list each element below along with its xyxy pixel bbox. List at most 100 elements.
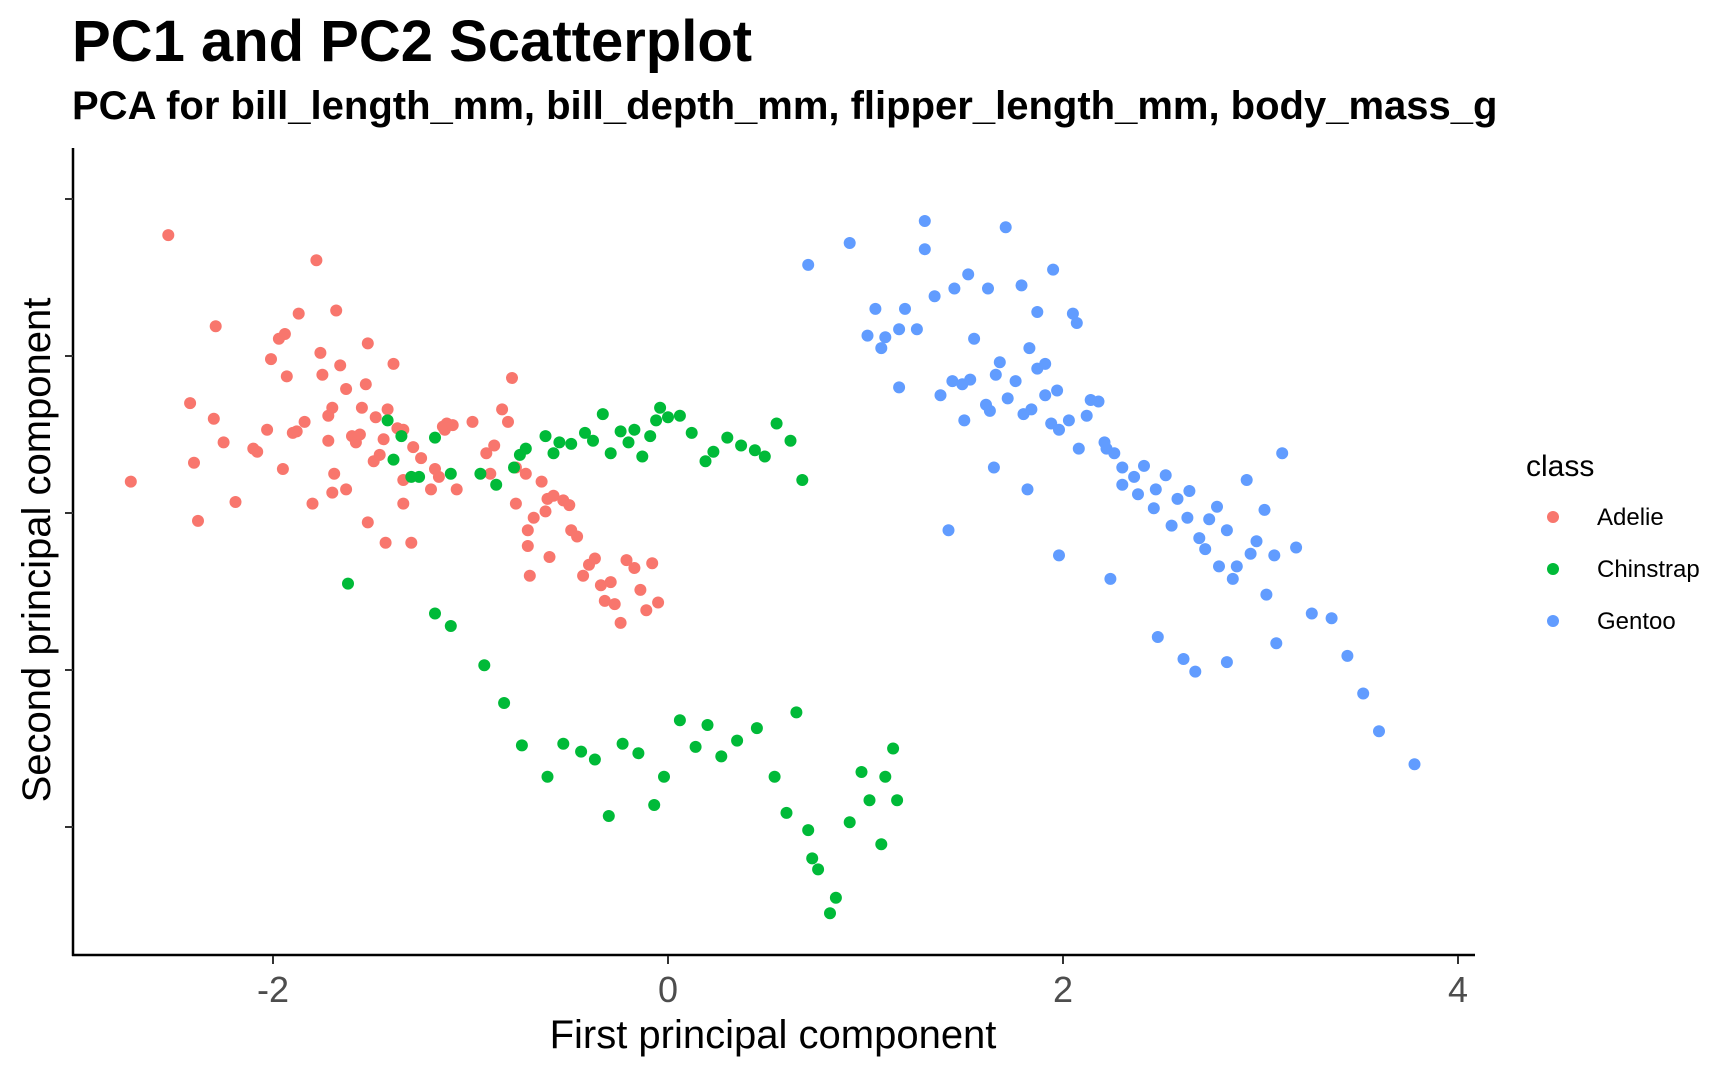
chart-subtitle: PCA for bill_length_mm, bill_depth_mm, f… (72, 84, 1498, 128)
point-adelie (192, 514, 204, 527)
point-chinstrap (596, 408, 609, 421)
point-gentoo (893, 323, 906, 336)
point-chinstrap (806, 852, 819, 865)
point-adelie (361, 516, 374, 529)
point-gentoo (1147, 502, 1160, 515)
points-layer (124, 215, 1421, 920)
point-gentoo (1138, 459, 1150, 472)
point-gentoo (1408, 758, 1421, 771)
point-gentoo (1053, 549, 1065, 562)
point-chinstrap (622, 436, 635, 449)
point-gentoo (1072, 442, 1085, 455)
point-adelie (387, 357, 400, 370)
point-chinstrap (689, 740, 702, 753)
point-adelie (488, 439, 501, 452)
point-adelie (527, 511, 540, 524)
point-gentoo (1189, 665, 1202, 678)
point-adelie (521, 540, 534, 552)
point-chinstrap (673, 714, 686, 727)
point-adelie (535, 475, 548, 488)
point-gentoo (1070, 317, 1083, 329)
point-gentoo (1357, 687, 1370, 700)
point-gentoo (899, 302, 911, 315)
point-adelie (432, 470, 445, 483)
point-chinstrap (758, 450, 771, 463)
point-adelie (425, 483, 437, 496)
point-gentoo (1149, 483, 1162, 496)
point-gentoo (1240, 474, 1253, 486)
point-adelie (604, 576, 617, 589)
point-adelie (361, 337, 374, 350)
point-adelie (217, 436, 230, 449)
point-adelie (306, 497, 319, 510)
point-adelie (280, 370, 293, 383)
point-gentoo (1128, 470, 1141, 483)
point-chinstrap (604, 447, 617, 460)
point-gentoo (958, 414, 971, 427)
point-gentoo (1211, 500, 1223, 513)
point-adelie (209, 320, 222, 333)
point-chinstrap (553, 436, 566, 449)
chart-title: PC1 and PC2 Scatterplot (72, 9, 753, 74)
legend-items: Adelie Chinstrap Gentoo (1547, 504, 1700, 635)
point-gentoo (1276, 447, 1289, 460)
point-gentoo (1325, 612, 1338, 625)
point-adelie (334, 359, 347, 372)
point-chinstrap (515, 739, 528, 752)
point-adelie (326, 486, 339, 499)
point-chinstrap (843, 816, 856, 829)
point-adelie (292, 307, 305, 320)
point-adelie (207, 412, 220, 425)
point-gentoo (1116, 478, 1129, 491)
point-gentoo (1268, 549, 1281, 562)
point-chinstrap (395, 430, 408, 443)
point-adelie (539, 505, 552, 518)
point-adelie (251, 445, 264, 458)
point-gentoo (1039, 389, 1052, 402)
point-gentoo (1039, 357, 1052, 370)
point-chinstrap (444, 620, 457, 632)
point-gentoo (1220, 656, 1233, 669)
point-gentoo (1181, 511, 1194, 524)
point-gentoo (1066, 307, 1079, 320)
point-adelie (506, 372, 518, 384)
point-gentoo (948, 282, 961, 295)
point-adelie (523, 569, 536, 582)
point-chinstrap (824, 907, 836, 920)
point-adelie (509, 497, 522, 510)
point-chinstrap (429, 607, 441, 620)
point-gentoo (1213, 560, 1225, 573)
point-chinstrap (387, 453, 400, 466)
point-gentoo (1183, 485, 1196, 497)
point-adelie (634, 583, 647, 596)
point-gentoo (1341, 649, 1354, 662)
point-chinstrap (474, 467, 487, 480)
point-adelie (446, 419, 459, 432)
point-adelie (547, 489, 560, 502)
point-gentoo (964, 373, 977, 386)
point-adelie (628, 562, 641, 574)
point-chinstrap (790, 706, 803, 719)
point-gentoo (1009, 375, 1022, 388)
point-adelie (407, 441, 420, 454)
point-gentoo (1031, 306, 1044, 318)
point-gentoo (982, 282, 994, 295)
point-adelie (381, 403, 394, 416)
point-gentoo (1305, 607, 1318, 620)
point-adelie (543, 551, 556, 563)
point-gentoo (1230, 560, 1243, 573)
point-chinstrap (802, 824, 815, 837)
point-chinstrap (875, 838, 888, 851)
point-chinstrap (632, 747, 645, 760)
point-chinstrap (478, 659, 491, 672)
point-chinstrap (748, 444, 761, 457)
point-chinstrap (863, 794, 876, 807)
point-chinstrap (768, 770, 781, 783)
point-adelie (261, 423, 274, 436)
point-adelie (278, 328, 291, 340)
x-tick-label: -2 (257, 969, 289, 1010)
point-gentoo (861, 329, 874, 342)
point-adelie (502, 415, 514, 428)
legend-label-gentoo: Gentoo (1597, 608, 1676, 635)
point-adelie (450, 483, 463, 496)
